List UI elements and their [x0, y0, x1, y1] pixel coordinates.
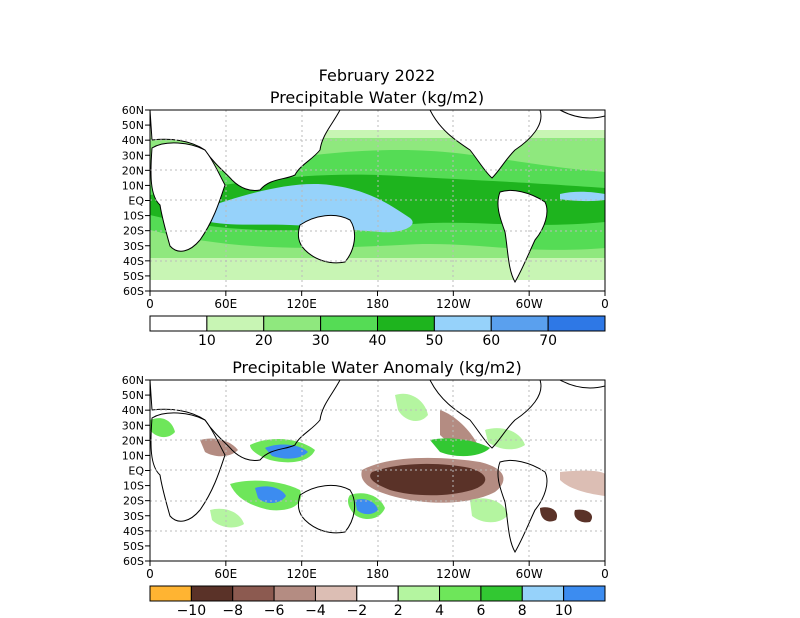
lat-label: 30S	[123, 240, 144, 253]
lat-label: 10S	[123, 480, 144, 493]
colorbar-label: −8	[222, 603, 243, 618]
colorbar-swatch	[232, 585, 275, 602]
colorbar-label: 2	[394, 603, 403, 618]
panel2-colorbar: −10 −8 −6 −4 −2 2 4 6 8 10	[149, 585, 606, 618]
colorbar-swatch	[521, 585, 565, 602]
lon-label: 120W	[436, 567, 471, 581]
lat-label: 30N	[122, 149, 144, 162]
colorbar-swatch	[314, 585, 358, 602]
lat-label: 50S	[123, 270, 144, 283]
colorbar-swatch	[263, 315, 322, 332]
lon-label: 120W	[436, 297, 471, 311]
lat-label: EQ	[128, 195, 144, 208]
colorbar-label: 50	[425, 333, 443, 349]
panel1-title: Precipitable Water (kg/m2)	[270, 88, 484, 107]
colorbar-swatch	[320, 315, 378, 332]
figure-title: February 2022	[319, 66, 436, 85]
lat-label: 20N	[122, 164, 144, 177]
colorbar-swatch	[273, 585, 316, 602]
lon-label: 60W	[516, 567, 543, 581]
lat-label: 50S	[123, 540, 144, 553]
lat-label: 60N	[122, 104, 144, 117]
lon-label: 0	[601, 567, 609, 581]
colorbar-swatch	[149, 585, 192, 602]
colorbar-label: 10	[555, 603, 573, 618]
colorbar-label: 4	[435, 603, 444, 618]
colorbar-label: −10	[177, 603, 207, 618]
colorbar-label: 60	[482, 333, 500, 349]
lat-label: 20S	[123, 495, 144, 508]
panel1-lon-axis: 0 60E 120E 180 120W 60W 0	[146, 291, 609, 311]
lat-label: 60N	[122, 374, 144, 387]
panel2-title: Precipitable Water Anomaly (kg/m2)	[232, 358, 522, 377]
colorbar-swatch	[397, 585, 441, 602]
lat-label: EQ	[128, 465, 144, 478]
panel2-lat-axis: 60N 50N 40N 30N 20N 10N EQ 10S 20S 30S 40S 50S 60S	[122, 374, 150, 568]
lat-label: 40N	[122, 404, 144, 417]
colorbar-swatch	[439, 585, 482, 602]
lon-label: 120E	[286, 297, 317, 311]
panel1-map	[149, 109, 606, 292]
colorbar-label: −4	[305, 603, 326, 618]
lon-label: 60W	[516, 297, 543, 311]
lon-label: 180	[366, 297, 389, 311]
panel1-colorbar: 10 20 30 40 50 60 70	[149, 315, 606, 349]
colorbar-swatch	[149, 315, 208, 332]
lat-label: 10N	[122, 449, 144, 462]
lat-label: 40S	[123, 255, 144, 268]
lat-label: 60S	[123, 555, 144, 568]
lat-label: 10N	[122, 179, 144, 192]
lat-label: 30N	[122, 419, 144, 432]
lat-label: 10S	[123, 210, 144, 223]
lat-label: 20N	[122, 434, 144, 447]
colorbar-swatch	[563, 585, 606, 602]
lon-label: 0	[146, 297, 154, 311]
lon-label: 180	[366, 567, 389, 581]
lon-label: 0	[146, 567, 154, 581]
colorbar-label: −6	[264, 603, 285, 618]
colorbar-swatch	[356, 585, 399, 602]
lat-label: 20S	[123, 225, 144, 238]
colorbar-label: 70	[539, 333, 557, 349]
lat-label: 30S	[123, 510, 144, 523]
colorbar-swatch	[490, 315, 549, 332]
lon-label: 60E	[214, 567, 237, 581]
colorbar-label: 40	[369, 333, 387, 349]
colorbar-label: 20	[255, 333, 273, 349]
colorbar-swatch	[547, 315, 606, 332]
panel2-lon-axis: 0 60E 120E 180 120W 60W 0	[146, 561, 609, 581]
panel2-grid	[150, 380, 605, 561]
colorbar-label: 6	[476, 603, 485, 618]
colorbar-label: 30	[312, 333, 330, 349]
colorbar-label: 10	[198, 333, 216, 349]
panel1-lat-axis: 60N 50N 40N 30N 20N 10N EQ 10S 20S 30S 40S 50S 60S	[122, 104, 150, 298]
lon-label: 0	[601, 297, 609, 311]
colorbar-swatch	[433, 315, 492, 332]
lon-label: 60E	[214, 297, 237, 311]
colorbar-swatch	[480, 585, 523, 602]
panel2-field	[150, 380, 605, 553]
colorbar-swatch	[190, 585, 234, 602]
lat-label: 50N	[122, 119, 144, 132]
lat-label: 50N	[122, 389, 144, 402]
colorbar-label: −2	[346, 603, 367, 618]
panel2-map	[149, 379, 606, 562]
lat-label: 60S	[123, 285, 144, 298]
colorbar-swatch	[206, 315, 265, 332]
panel1-grid	[150, 110, 605, 291]
lat-label: 40S	[123, 525, 144, 538]
lon-label: 120E	[286, 567, 317, 581]
colorbar-label: 8	[518, 603, 527, 618]
lat-label: 40N	[122, 134, 144, 147]
colorbar-swatch	[377, 315, 435, 332]
